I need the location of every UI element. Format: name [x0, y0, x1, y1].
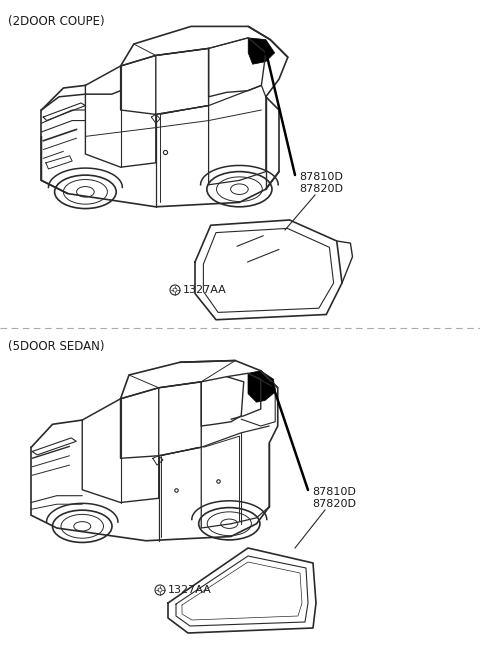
Polygon shape	[248, 371, 275, 402]
Text: 1327AA: 1327AA	[183, 285, 227, 295]
Text: 87810D
87820D: 87810D 87820D	[299, 172, 343, 194]
Polygon shape	[248, 38, 275, 64]
Text: 1327AA: 1327AA	[168, 585, 212, 595]
Text: (5DOOR SEDAN): (5DOOR SEDAN)	[8, 340, 105, 353]
Text: (2DOOR COUPE): (2DOOR COUPE)	[8, 15, 105, 28]
Text: 87810D
87820D: 87810D 87820D	[312, 487, 356, 508]
